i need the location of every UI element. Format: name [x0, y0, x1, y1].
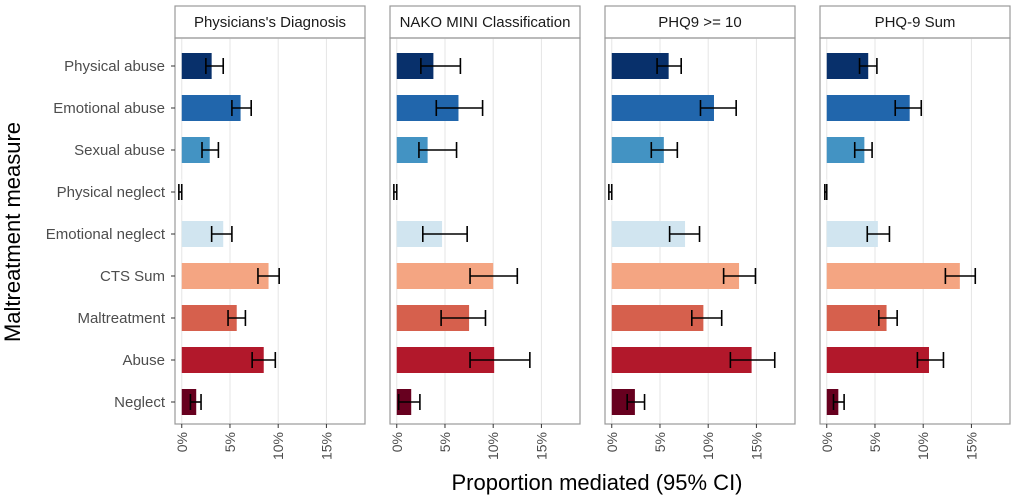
bar — [181, 263, 269, 289]
bar — [611, 305, 704, 331]
bar — [611, 263, 740, 289]
panel-border — [604, 37, 796, 425]
facet-panel: PHQ9 >= 10 0% 5% 10% 15% — [604, 5, 796, 460]
x-tick-label: 5% — [652, 432, 668, 452]
y-tick-label: CTS Sum — [100, 268, 165, 285]
x-tick-label: 0% — [604, 432, 620, 452]
bar — [826, 389, 839, 415]
facet-panel: PHQ-9 Sum 0% 5% 10% 15% — [819, 5, 1011, 460]
y-axis-title: Maltreatment measure — [0, 122, 25, 342]
y-tick-label: Emotional abuse — [53, 100, 165, 117]
facet-title: NAKO MINI Classification — [400, 14, 571, 31]
panel-border — [819, 37, 1011, 425]
x-tick-label: 5% — [222, 432, 238, 452]
facet-panel: Physicians's Diagnosis 0% 5% 10% 15% — [174, 5, 366, 460]
facet-title: PHQ9 >= 10 — [658, 14, 741, 31]
y-tick-label: Neglect — [114, 394, 166, 411]
x-tick-label: 10% — [915, 432, 931, 460]
panel-border — [389, 37, 581, 425]
bar — [826, 305, 887, 331]
x-tick-label: 15% — [318, 432, 334, 460]
bar — [181, 389, 197, 415]
x-tick-label: 15% — [748, 432, 764, 460]
y-tick-label: Physical neglect — [57, 184, 166, 201]
y-tick-label: Maltreatment — [77, 310, 165, 327]
x-axis-title: Proportion mediated (95% CI) — [451, 470, 742, 495]
x-tick-label: 15% — [533, 432, 549, 460]
x-tick-label: 0% — [389, 432, 405, 452]
x-tick-label: 0% — [819, 432, 835, 452]
y-tick-label: Sexual abuse — [74, 142, 165, 159]
x-tick-label: 0% — [174, 432, 190, 452]
bar — [826, 347, 929, 373]
y-axis-tick-labels: Physical abuse Emotional abuse Sexual abus… — [46, 58, 175, 411]
x-tick-label: 5% — [437, 432, 453, 452]
y-tick-label: Abuse — [122, 352, 165, 369]
x-tick-label: 5% — [867, 432, 883, 452]
bar — [181, 347, 264, 373]
facet-panel: NAKO MINI Classification 0% 5% 10% 15% — [389, 5, 581, 460]
bar — [611, 347, 752, 373]
facet-title: PHQ-9 Sum — [875, 14, 956, 31]
x-tick-label: 10% — [485, 432, 501, 460]
facet-strip — [604, 5, 796, 39]
bar — [826, 263, 960, 289]
y-tick-label: Physical abuse — [64, 58, 165, 75]
panel-border — [174, 37, 366, 425]
x-tick-label: 10% — [270, 432, 286, 460]
facet-title: Physicians's Diagnosis — [194, 14, 346, 31]
bar — [611, 389, 635, 415]
y-tick-label: Emotional neglect — [46, 226, 166, 243]
facet-strip — [174, 5, 366, 39]
x-tick-label: 15% — [963, 432, 979, 460]
facet-strip — [819, 5, 1011, 39]
x-tick-label: 10% — [700, 432, 716, 460]
bar — [181, 95, 241, 121]
bar — [611, 95, 714, 121]
